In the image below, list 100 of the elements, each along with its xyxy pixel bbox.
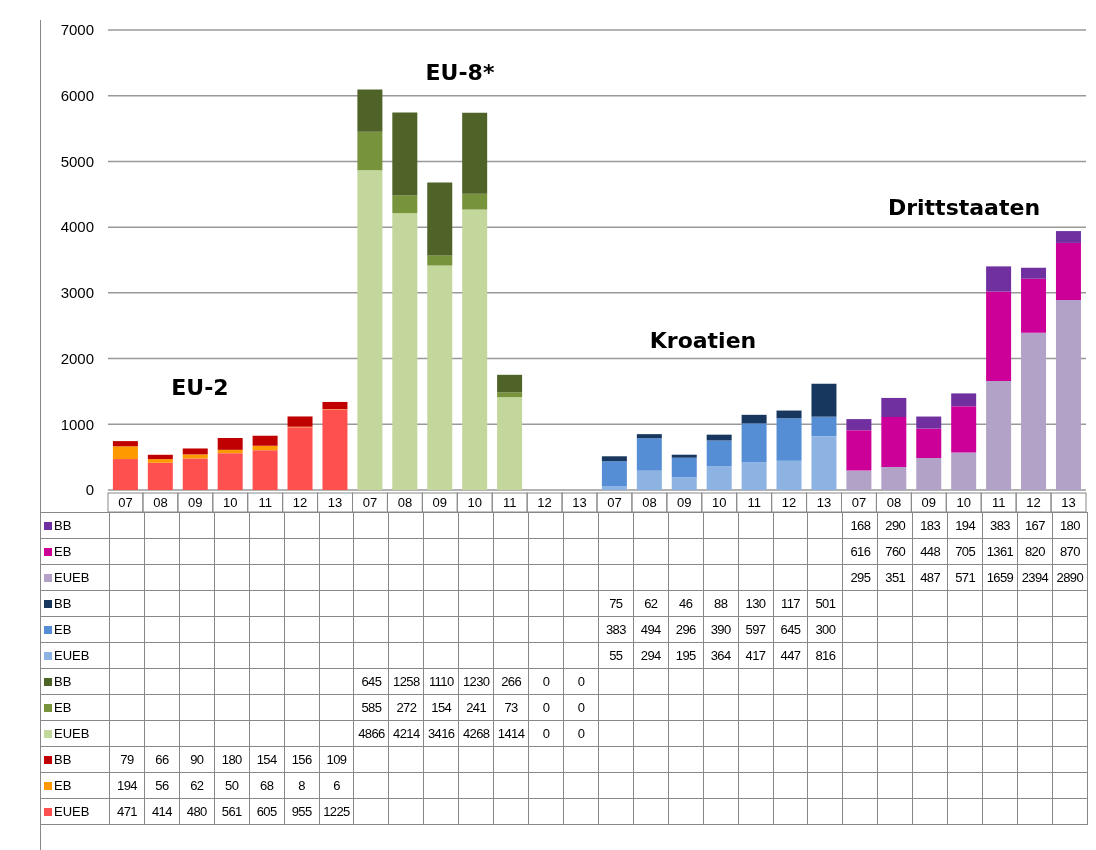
x-tick-label: 08 [153,495,168,510]
data-label: 66 [144,747,179,772]
data-label: 180 [1052,513,1087,538]
x-tick-label: 08 [397,495,413,510]
data-label: 117 [773,591,808,616]
legend-label: BB [41,513,109,538]
data-label: 1414 [494,721,529,746]
data-label: 290 [878,513,913,538]
legend-label: EB [41,773,109,798]
data-label: 272 [389,695,424,720]
data-label: 68 [249,773,284,798]
data-label: 4268 [459,721,494,746]
data-label: 571 [948,565,983,590]
data-label: 448 [913,539,948,564]
y-tick-label: 5000 [60,152,94,170]
data-label: 295 [843,565,878,590]
legend-label: BB [41,669,109,694]
data-label: 194 [948,513,983,538]
data-label: 154 [249,747,284,772]
annotation: EU-2 [171,374,229,400]
legend-label: EUEB [41,721,109,746]
annotation: Kroatien [649,327,757,353]
legend-label: EUEB [41,799,109,824]
x-tick-label: 10 [467,495,482,510]
x-tick-label: 11 [991,495,1006,510]
data-label: 1361 [983,539,1017,564]
y-tick-label: 6000 [60,87,94,105]
data-label: 130 [738,591,773,616]
data-label: 0 [529,669,563,694]
data-label: 8 [284,773,319,798]
legend-label: EB [41,617,109,642]
data-label: 597 [738,617,773,642]
x-tick-label: 09 [677,495,692,510]
x-tick-label: 07 [851,495,867,510]
data-label: 62 [179,773,214,798]
x-tick-label: 12 [292,495,308,510]
data-label: 168 [843,513,878,538]
data-label: 383 [983,513,1017,538]
data-label: 109 [319,747,354,772]
x-tick-label: 12 [1026,495,1041,510]
data-label: 167 [1017,513,1052,538]
y-tick-label: 1000 [60,415,94,433]
y-tick-label: 0 [85,481,94,499]
x-tick-label: 11 [258,495,272,510]
x-tick-label: 13 [327,495,343,510]
data-label: 364 [703,643,738,668]
y-tick-label: 3000 [60,284,94,302]
legend-label: EUEB [41,565,109,590]
data-label: 294 [633,643,668,668]
x-tick-label: 08 [886,495,902,510]
data-label: 0 [529,721,563,746]
data-label: 156 [284,747,319,772]
data-label: 73 [494,695,529,720]
data-label: 645 [354,669,389,694]
data-label: 55 [598,643,633,668]
data-label: 616 [843,539,878,564]
data-label: 955 [284,799,319,824]
x-tick-label: 11 [502,495,517,510]
y-tick-label: 4000 [60,218,94,236]
x-tick-label: 13 [1061,495,1076,510]
x-tick-label: 13 [816,495,832,510]
annotation: Drittstaaten [887,194,1041,220]
data-label: 414 [144,799,179,824]
data-label: 6 [319,773,354,798]
data-label: 605 [249,799,284,824]
data-label: 471 [110,799,144,824]
data-label: 705 [948,539,983,564]
data-label: 383 [598,617,633,642]
data-label: 447 [773,643,808,668]
y-tick-label: 2000 [60,349,94,367]
x-tick-label: 11 [747,495,761,510]
data-label: 816 [808,643,843,668]
data-label: 62 [633,591,668,616]
data-label: 300 [808,617,843,642]
data-label: 1659 [983,565,1017,590]
x-tick-label: 13 [572,495,587,510]
data-label: 195 [668,643,703,668]
data-label: 154 [424,695,459,720]
data-label: 870 [1052,539,1087,564]
table-grid: BB 168 290 183 194 383 167 180 EB 616 760 448 705 1361 820 870 EUEB 295 351 487 571 1659 2394 2890 BB 75 62 46 88 130 117 501 EB 383 494 296 390 597 645 300 EUEB 55 294 195 364 417 447 816 BB 645 1258 1110 1230 266 0 0 EB 585 272 154 241 73 0 0 EUEB 4866 4214 3416 4268 1414 0 0 BB 79 66 90 180 154 156 109 EB 194 56 62 50 68 8 6 EUEB 471 414 480 561 605 955 1225 [40,512,1088,825]
legend-label: EUEB [41,643,109,668]
y-tick-label: 7000 [60,21,94,39]
data-label: 760 [878,539,913,564]
data-label: 3416 [424,721,459,746]
legend-label: EB [41,539,109,564]
data-label: 1225 [319,799,354,824]
data-label: 1110 [424,669,459,694]
data-label: 494 [633,617,668,642]
data-label: 180 [214,747,249,772]
x-tick-label: 12 [781,495,797,510]
legend-label: BB [41,747,109,772]
data-label: 1258 [389,669,424,694]
x-tick-label: 10 [956,495,971,510]
data-label: 2394 [1017,565,1052,590]
legend-label: EB [41,695,109,720]
data-label: 645 [773,617,808,642]
data-label: 480 [179,799,214,824]
data-label: 4214 [389,721,424,746]
data-label: 56 [144,773,179,798]
data-label: 4866 [354,721,389,746]
